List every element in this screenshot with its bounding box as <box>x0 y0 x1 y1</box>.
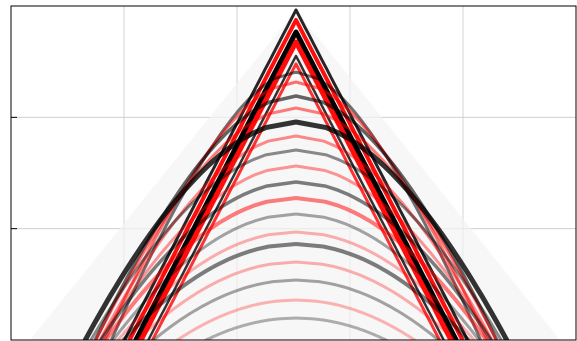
reflection-event-17 <box>202 316 390 340</box>
reflection-event-2 <box>103 80 489 340</box>
direct-wave-black-strong <box>133 29 459 340</box>
reflection-event-3 <box>93 94 499 340</box>
reflection-event-15 <box>151 278 441 340</box>
reflection-event-12 <box>116 230 476 340</box>
reflection-event-10 <box>103 196 489 340</box>
direct-wave-red-2 <box>150 62 442 340</box>
reflection-event-7 <box>89 148 503 340</box>
reflection-event-4 <box>94 106 498 340</box>
reflection-event-11 <box>111 212 481 340</box>
reflection-event-6 <box>98 134 494 340</box>
reflection-event-5 <box>82 119 510 340</box>
wavefield-events <box>30 8 560 340</box>
reflection-event-16 <box>174 298 418 340</box>
reflection-event-14 <box>135 260 457 340</box>
axis-ticks <box>11 116 17 230</box>
direct-wave-black-2 <box>146 54 446 340</box>
reflection-event-13 <box>120 242 472 340</box>
reflection-event-1 <box>109 70 483 340</box>
plot-frame-border <box>10 5 577 341</box>
reflection-event-9 <box>98 180 494 340</box>
reflection-event-8 <box>98 164 494 340</box>
direct-wave-black <box>122 8 470 340</box>
